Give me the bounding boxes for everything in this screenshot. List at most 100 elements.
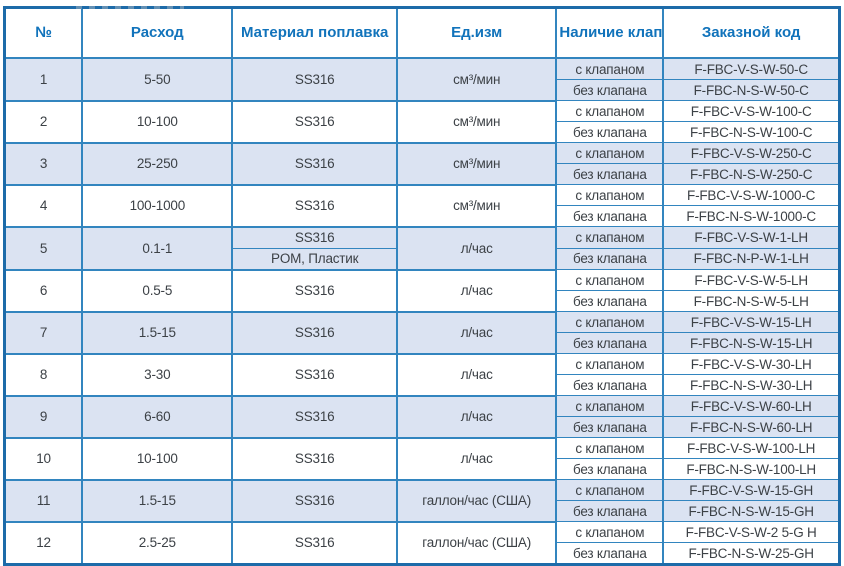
row-number: 3 [3, 141, 84, 186]
column-header-valve: Наличие клапана [555, 6, 665, 59]
float-material: SS316 [231, 478, 398, 523]
valve-option: без клапана [555, 416, 665, 438]
table-row: 10 10-100 SS316 л/час с клапаном F-FBC-V… [3, 436, 841, 481]
order-code: F-FBC-V-S-W-60-LH [662, 395, 841, 417]
valve-option: без клапана [555, 374, 665, 396]
order-code: F-FBC-V-S-W-100-LH [662, 437, 841, 459]
valve-option: с клапаном [555, 395, 665, 417]
flowmeter-spec-table: № Расход Материал поплавка Ед.изм Наличи… [3, 6, 841, 566]
order-code: F-FBC-N-S-W-1000-C [662, 205, 841, 227]
order-code: F-FBC-N-S-W-100-LH [662, 458, 841, 480]
row-number: 7 [3, 310, 84, 355]
flow-range: 10-100 [81, 436, 234, 481]
column-header-code: Заказной код [662, 6, 841, 59]
flow-range: 0.1-1 [81, 225, 234, 271]
valve-option: с клапаном [555, 311, 665, 333]
order-code: F-FBC-N-S-W-30-LH [662, 374, 841, 396]
order-code: F-FBC-N-S-W-25-GH [662, 542, 841, 565]
row-number: 4 [3, 183, 84, 228]
row-number: 6 [3, 268, 84, 313]
order-code: F-FBC-V-S-W-100-C [662, 100, 841, 122]
row-number: 9 [3, 394, 84, 439]
order-code: F-FBC-V-S-W-2 5-G H [662, 521, 841, 543]
float-material: SS316 [231, 310, 398, 355]
order-code: F-FBC-V-S-W-15-LH [662, 311, 841, 333]
order-code: F-FBC-V-S-W-250-C [662, 142, 841, 164]
order-code: F-FBC-N-P-W-1-LH [662, 247, 841, 270]
header-row: № Расход Материал поплавка Ед.изм Наличи… [3, 6, 841, 59]
valve-option: с клапаном [555, 226, 665, 249]
table-row: 9 6-60 SS316 л/час с клапаном F-FBC-V-S-… [3, 394, 841, 439]
float-material: SS316 [231, 57, 398, 102]
table-row: 8 3-30 SS316 л/час с клапаном F-FBC-V-S-… [3, 352, 841, 397]
float-material: POM, Пластик [231, 247, 398, 270]
valve-option: с клапаном [555, 353, 665, 375]
unit: л/час [395, 394, 558, 439]
float-material: SS316 [231, 520, 398, 566]
table-row: 4 100-1000 SS316 см³/мин с клапаном F-FB… [3, 183, 841, 228]
order-code: F-FBC-V-S-W-1000-C [662, 184, 841, 206]
valve-option: без клапана [555, 542, 665, 565]
flow-range: 5-50 [81, 57, 234, 102]
unit: галлон/час (США) [395, 520, 558, 566]
table-row: 12 2.5-25 SS316 галлон/час (США) с клапа… [3, 520, 841, 566]
valve-option: с клапаном [555, 184, 665, 206]
column-header-number: № [3, 6, 84, 59]
flow-range: 100-1000 [81, 183, 234, 228]
float-material: SS316 [231, 394, 398, 439]
valve-option: без клапана [555, 163, 665, 185]
unit: см³/мин [395, 99, 558, 144]
valve-option: с клапаном [555, 142, 665, 164]
order-code: F-FBC-N-S-W-250-C [662, 163, 841, 185]
table-row: 5 0.1-1 SS316 л/час с клапаном F-FBC-V-S… [3, 225, 841, 271]
row-number: 1 [3, 57, 84, 102]
order-code: F-FBC-N-S-W-60-LH [662, 416, 841, 438]
valve-option: без клапана [555, 205, 665, 227]
cropped-text-fragment [76, 6, 184, 9]
unit: л/час [395, 352, 558, 397]
float-material: SS316 [231, 226, 398, 249]
order-code: F-FBC-V-S-W-15-GH [662, 479, 841, 501]
valve-option: с клапаном [555, 57, 665, 80]
valve-option: без клапана [555, 121, 665, 143]
table-row: 7 1.5-15 SS316 л/час с клапаном F-FBC-V-… [3, 310, 841, 355]
valve-option: с клапаном [555, 479, 665, 501]
order-code: F-FBC-N-S-W-50-C [662, 79, 841, 101]
flow-range: 0.5-5 [81, 268, 234, 313]
table-row: 6 0.5-5 SS316 л/час с клапаном F-FBC-V-S… [3, 268, 841, 313]
valve-option: с клапаном [555, 521, 665, 543]
float-material: SS316 [231, 352, 398, 397]
valve-option: без клапана [555, 458, 665, 480]
column-header-flow: Расход [81, 6, 234, 59]
valve-option: без клапана [555, 79, 665, 101]
float-material: SS316 [231, 268, 398, 313]
row-number: 10 [3, 436, 84, 481]
order-code: F-FBC-V-S-W-50-C [662, 57, 841, 80]
order-code: F-FBC-V-S-W-30-LH [662, 353, 841, 375]
column-header-material: Материал поплавка [231, 6, 398, 59]
unit: см³/мин [395, 183, 558, 228]
order-code: F-FBC-V-S-W-5-LH [662, 269, 841, 291]
row-number: 8 [3, 352, 84, 397]
unit: галлон/час (США) [395, 478, 558, 523]
valve-option: без клапана [555, 500, 665, 522]
order-code: F-FBC-N-S-W-100-C [662, 121, 841, 143]
unit: л/час [395, 436, 558, 481]
valve-option: без клапана [555, 290, 665, 312]
unit: л/час [395, 310, 558, 355]
unit: см³/мин [395, 141, 558, 186]
table-row: 2 10-100 SS316 см³/мин с клапаном F-FBC-… [3, 99, 841, 144]
column-header-unit: Ед.изм [395, 6, 558, 59]
order-code: F-FBC-V-S-W-1-LH [662, 226, 841, 249]
valve-option: с клапаном [555, 269, 665, 291]
flow-range: 10-100 [81, 99, 234, 144]
flow-range: 3-30 [81, 352, 234, 397]
float-material: SS316 [231, 436, 398, 481]
row-number: 11 [3, 478, 84, 523]
flow-range: 25-250 [81, 141, 234, 186]
flow-range: 6-60 [81, 394, 234, 439]
row-number: 2 [3, 99, 84, 144]
unit: см³/мин [395, 57, 558, 102]
unit: л/час [395, 268, 558, 313]
table-row: 1 5-50 SS316 см³/мин с клапаном F-FBC-V-… [3, 57, 841, 102]
